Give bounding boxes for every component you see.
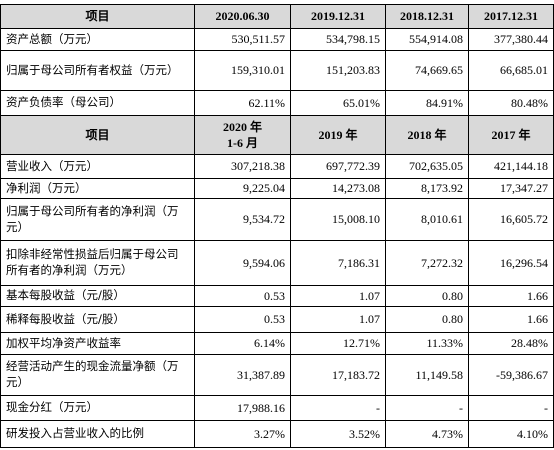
value-cell: - <box>468 395 554 421</box>
value-cell: 6.14% <box>194 332 291 355</box>
row-label: 营业收入（万元） <box>0 154 195 179</box>
row-label: 基本每股收益（元/股） <box>0 285 195 307</box>
value-cell: 17,988.16 <box>194 395 291 421</box>
value-cell: 14,273.08 <box>290 178 386 199</box>
value-cell: 0.80 <box>385 306 469 333</box>
value-cell: 0.53 <box>194 285 291 307</box>
value-cell: 697,772.39 <box>290 154 386 179</box>
value-cell: 8,173.92 <box>385 178 469 199</box>
value-cell: 31,387.89 <box>194 354 291 396</box>
header-cell: 2019 年 <box>290 115 386 155</box>
value-cell: 66,685.01 <box>468 50 554 91</box>
value-cell: 9,594.06 <box>194 240 291 286</box>
header-cell: 2017 年 <box>468 115 554 155</box>
data-row: 现金分红（万元） 17,988.16- - - <box>0 395 554 421</box>
value-cell: 1.07 <box>290 285 386 307</box>
data-row: 净利润（万元） 9,225.04 14,273.08 8,173.92 17,347.2… <box>0 178 554 199</box>
value-cell: 0.80 <box>385 285 469 307</box>
header-cell: 2020.06.30 <box>194 4 291 29</box>
value-cell: 0.53 <box>194 306 291 333</box>
value-cell: 17,183.72 <box>290 354 386 396</box>
value-cell: 1.66 <box>468 306 554 333</box>
value-cell: 4.73% <box>385 420 469 448</box>
value-cell: 534,798.15 <box>290 28 386 51</box>
data-row: 扣除非经常性损益后归属于母公司所有者的净利润（万元） 9,594.06 7,186.… <box>0 240 554 286</box>
value-cell: 74,669.65 <box>385 50 469 91</box>
value-cell: 62.11% <box>194 90 291 116</box>
value-cell: 9,534.72 <box>194 198 291 241</box>
header-cell: 2017.12.31 <box>468 4 554 29</box>
data-row: 资产总额（万元） 530,511.57 534,798.15 554,914.08 37… <box>0 28 554 51</box>
value-cell: 1.66 <box>468 285 554 307</box>
value-cell: 159,310.01 <box>194 50 291 91</box>
row-label: 研发投入占营业收入的比例 <box>0 420 195 448</box>
value-cell: - <box>385 395 469 421</box>
data-row: 营业收入（万元） 307,218.38 697,772.39 702,635.05 42… <box>0 154 554 179</box>
header-row: 项目 2020 年 1-6 月 2019 年 2018 年 2017 年 <box>0 115 554 155</box>
row-label: 扣除非经常性损益后归属于母公司所有者的净利润（万元） <box>0 240 195 286</box>
value-cell: 9,225.04 <box>194 178 291 199</box>
value-cell: 4.10% <box>468 420 554 448</box>
value-cell: 15,008.10 <box>290 198 386 241</box>
value-cell: 7,272.32 <box>385 240 469 286</box>
row-label: 资产负债率（母公司） <box>0 90 195 116</box>
value-cell: 7,186.31 <box>290 240 386 286</box>
row-label: 资产总额（万元） <box>0 28 195 51</box>
value-cell: 307,218.38 <box>194 154 291 179</box>
value-cell: 530,511.57 <box>194 28 291 51</box>
data-row: 归属于母公司所有者的净利润（万元） 9,534.72 15,008.10 8,010.… <box>0 198 554 241</box>
header-cell: 项目 <box>0 115 195 155</box>
value-cell: 12.71% <box>290 332 386 355</box>
row-label: 归属于母公司所有者权益（万元） <box>0 50 195 91</box>
data-row: 加权平均净资产收益率 6.14% 12.71% 11.33% 28.48% <box>0 332 554 355</box>
value-cell: 377,380.44 <box>468 28 554 51</box>
header-cell: 2020 年 1-6 月 <box>194 115 291 155</box>
value-cell: 17,347.27 <box>468 178 554 199</box>
data-row: 资产负债率（母公司） 62.11% 65.01% 84.91% 80.48% <box>0 90 554 116</box>
row-label: 现金分红（万元） <box>0 395 195 421</box>
row-label: 加权平均净资产收益率 <box>0 332 195 355</box>
value-cell: 84.91% <box>385 90 469 116</box>
value-cell: 421,144.18 <box>468 154 554 179</box>
value-cell: 151,203.83 <box>290 50 386 91</box>
value-cell: 11,149.58 <box>385 354 469 396</box>
row-label: 归属于母公司所有者的净利润（万元） <box>0 198 195 241</box>
row-label: 经营活动产生的现金流量净额（万元） <box>0 354 195 396</box>
header-cell: 项目 <box>0 4 195 29</box>
value-cell: 16,296.54 <box>468 240 554 286</box>
data-row: 研发投入占营业收入的比例 3.27% 3.52% 4.73% 4.10% <box>0 420 554 448</box>
value-cell: 16,605.72 <box>468 198 554 241</box>
value-cell: 554,914.08 <box>385 28 469 51</box>
financial-table: 项目 2020.06.30 2019.12.31 2018.12.31 2017.12.… <box>0 4 554 448</box>
data-row: 经营活动产生的现金流量净额（万元） 31,387.89 17,183.72 11,14… <box>0 354 554 396</box>
header-cell: 2019.12.31 <box>290 4 386 29</box>
value-cell: 3.27% <box>194 420 291 448</box>
header-cell: 2018.12.31 <box>385 4 469 29</box>
value-cell: 11.33% <box>385 332 469 355</box>
value-cell: 80.48% <box>468 90 554 116</box>
value-cell: 702,635.05 <box>385 154 469 179</box>
row-label: 净利润（万元） <box>0 178 195 199</box>
header-row: 项目 2020.06.30 2019.12.31 2018.12.31 2017.12.… <box>0 4 554 29</box>
data-row: 稀释每股收益（元/股） 0.53 1.07 0.80 1.66 <box>0 306 554 333</box>
value-cell: - <box>290 395 386 421</box>
data-row: 归属于母公司所有者权益（万元） 159,310.01 151,203.83 74,66… <box>0 50 554 91</box>
row-label: 稀释每股收益（元/股） <box>0 306 195 333</box>
header-cell: 2018 年 <box>385 115 469 155</box>
data-row: 基本每股收益（元/股） 0.53 1.07 0.80 1.66 <box>0 285 554 307</box>
value-cell: 65.01% <box>290 90 386 116</box>
value-cell: 1.07 <box>290 306 386 333</box>
value-cell: 8,010.61 <box>385 198 469 241</box>
value-cell: -59,386.67 <box>468 354 554 396</box>
value-cell: 28.48% <box>468 332 554 355</box>
value-cell: 3.52% <box>290 420 386 448</box>
